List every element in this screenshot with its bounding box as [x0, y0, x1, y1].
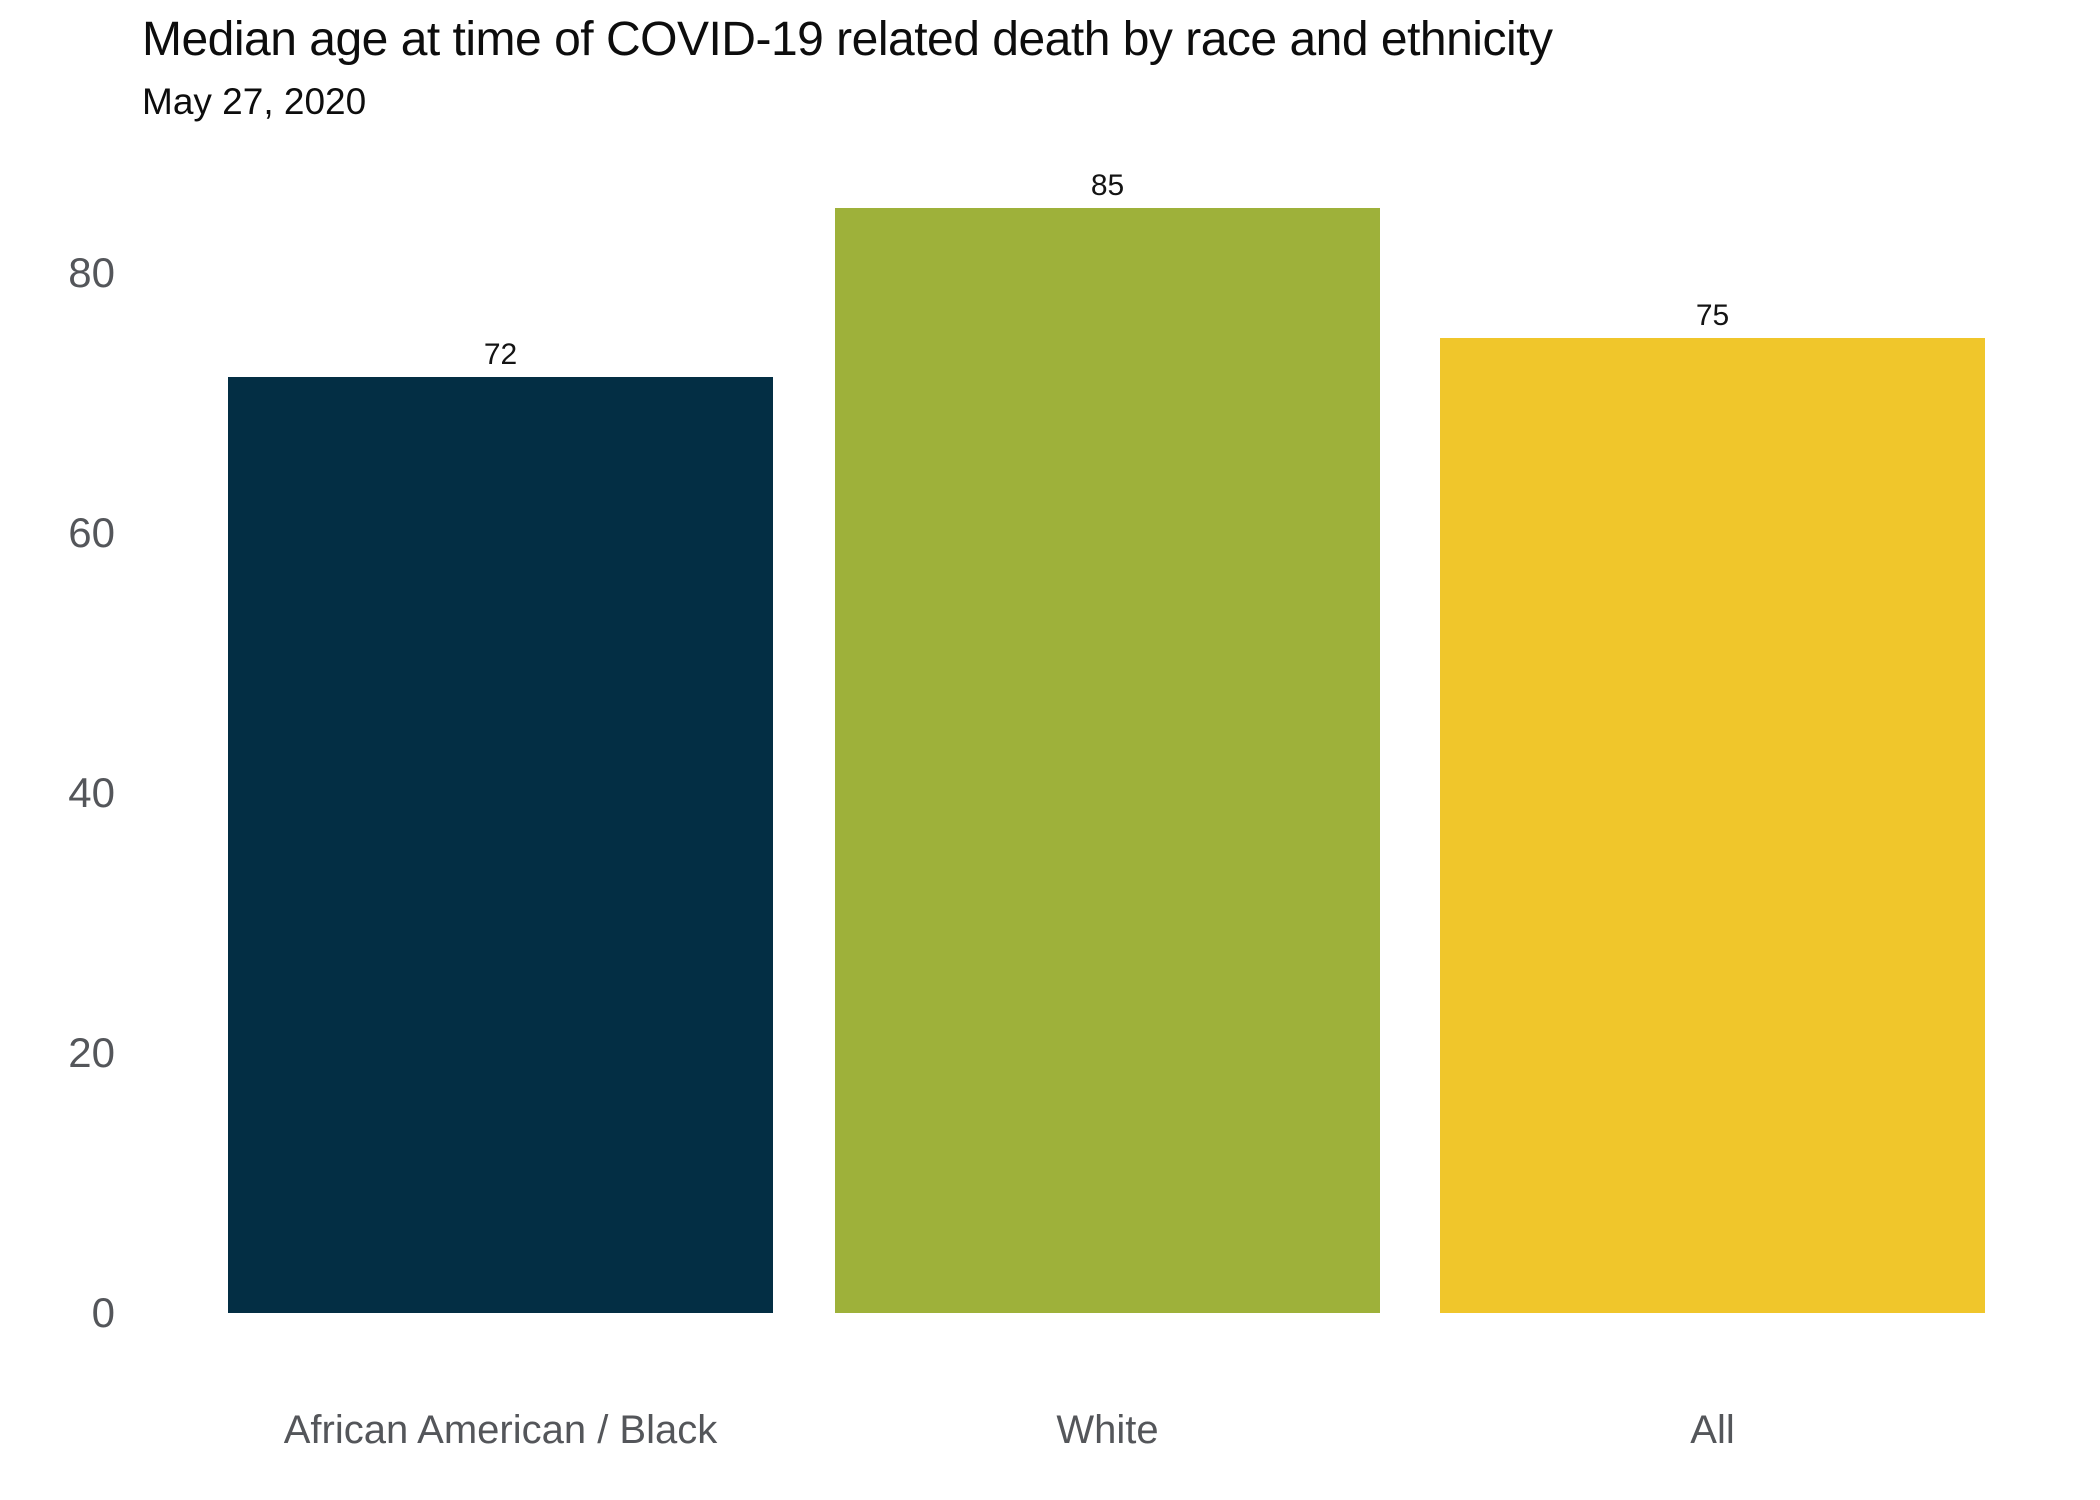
y-axis-tick-label: 40: [68, 769, 115, 816]
bar-value-label: 75: [1695, 299, 1730, 332]
bar-white: [835, 208, 1380, 1313]
bar-african-american-black: [228, 377, 773, 1313]
y-axis-tick-label: 80: [68, 249, 115, 296]
bar-all: [1440, 338, 1985, 1313]
bar-value-label: 85: [1090, 169, 1125, 202]
chart-title: Median age at time of COVID-19 related d…: [142, 13, 1553, 66]
y-axis-tick-label: 60: [68, 509, 115, 556]
x-axis-category-label: White: [1056, 1408, 1159, 1452]
x-axis-category-label: African American / Black: [283, 1408, 718, 1452]
y-axis-tick-label: 20: [68, 1029, 115, 1076]
bar-value-label: 72: [483, 338, 518, 371]
chart-subtitle: May 27, 2020: [142, 81, 367, 122]
x-axis-category-label: All: [1690, 1408, 1735, 1452]
y-axis-tick-label: 0: [91, 1289, 115, 1336]
